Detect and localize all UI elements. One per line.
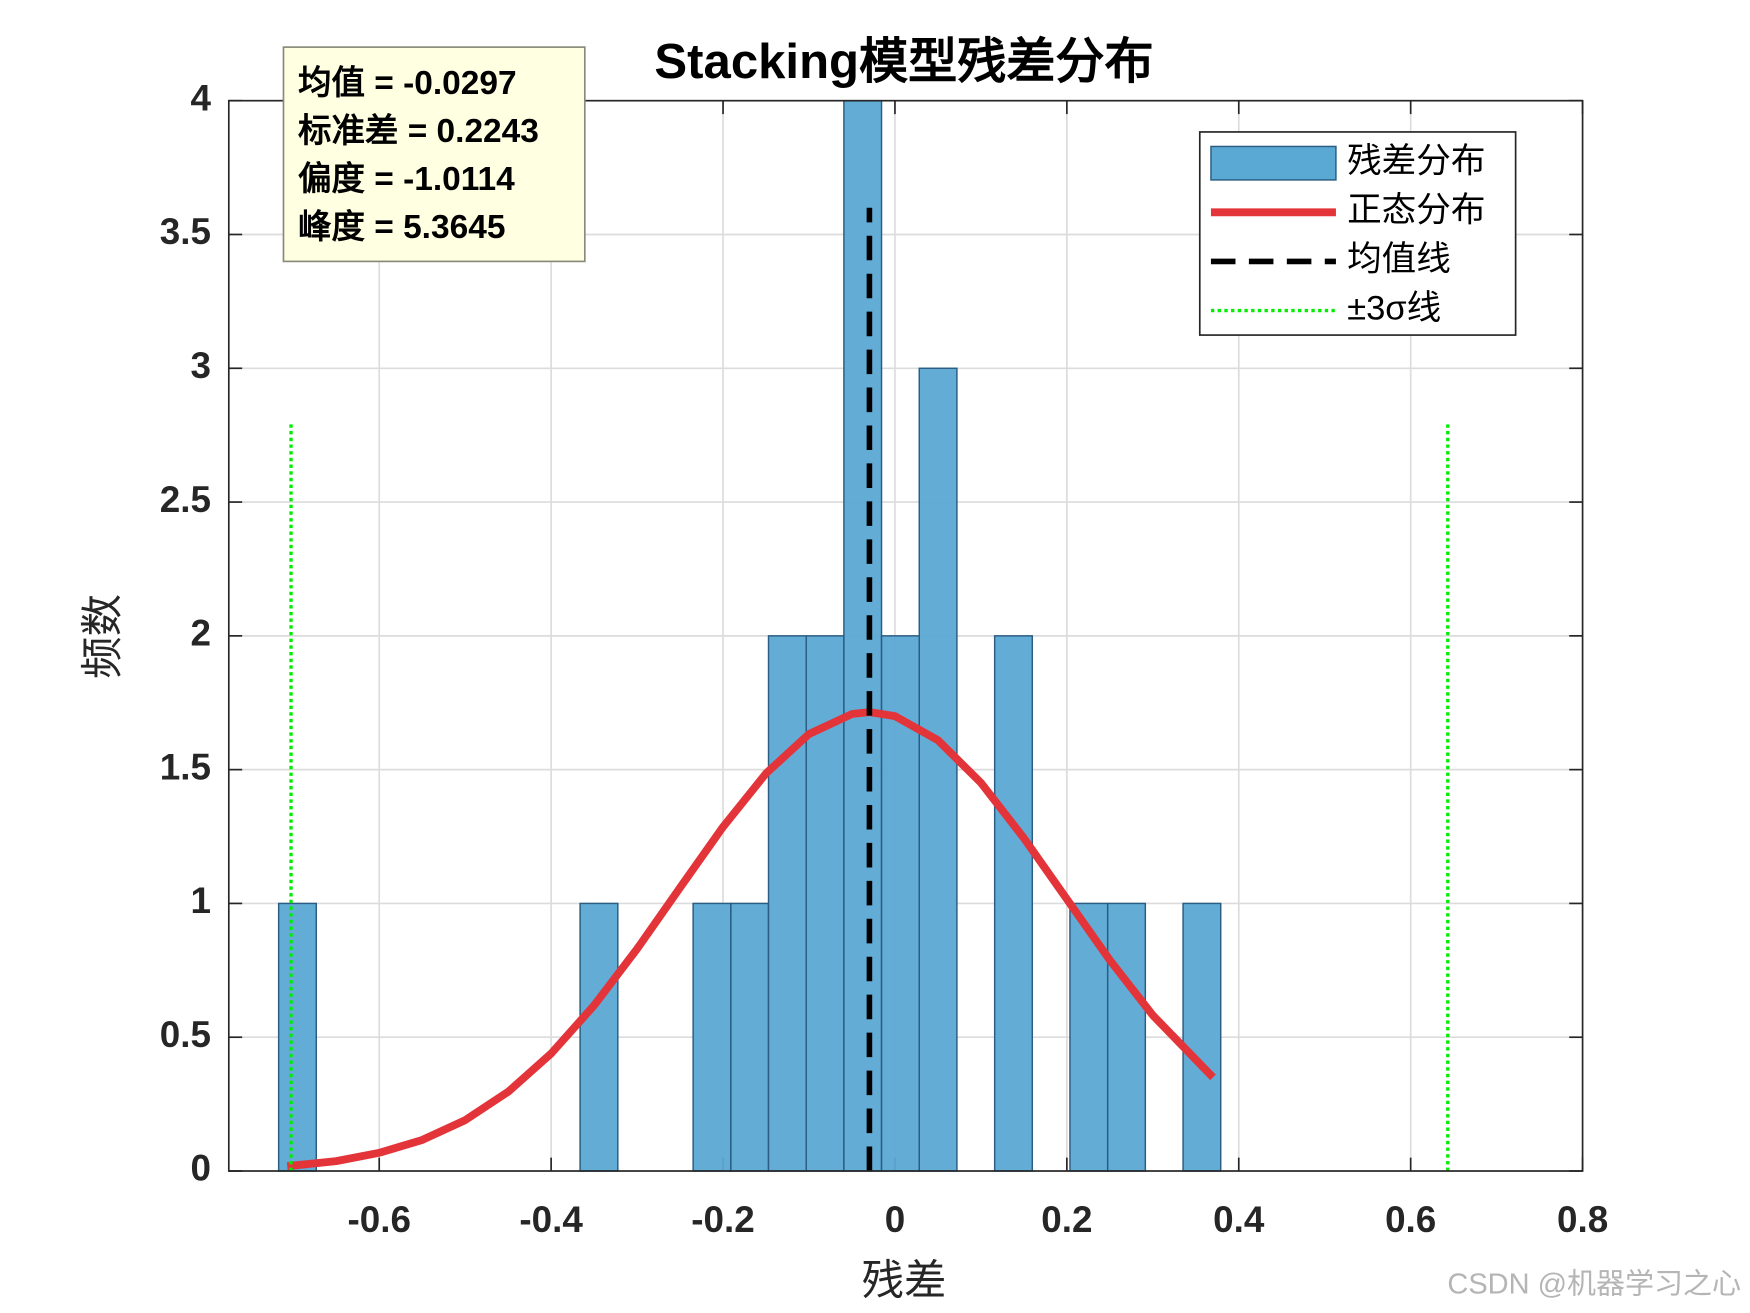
- y-tick-label: 3.5: [160, 211, 211, 252]
- x-tick-label: -0.2: [691, 1199, 754, 1240]
- y-tick-label: 0: [190, 1148, 210, 1189]
- stats-line: 峰度 = 5.3645: [298, 209, 505, 246]
- watermark: CSDN @机器学习之心: [1447, 1268, 1741, 1301]
- line-dotted: [289, 421, 1450, 1172]
- histogram-bar: [730, 902, 770, 1172]
- y-tick-label: 1.5: [160, 746, 211, 787]
- x-axis-label: 残差: [862, 1257, 947, 1304]
- legend-label: 残差分布: [1347, 142, 1485, 180]
- y-tick-label: 4: [190, 77, 211, 118]
- y-axis-label: 频数: [79, 594, 126, 679]
- x-tick-label: 0: [885, 1199, 905, 1240]
- histogram-bar: [579, 902, 619, 1172]
- legend-label: ±3σ线: [1347, 290, 1441, 328]
- histogram-bar: [767, 635, 807, 1172]
- x-tick-label: -0.4: [519, 1199, 583, 1240]
- histogram-bar: [1106, 902, 1147, 1172]
- x-tick-label: 0.2: [1041, 1199, 1092, 1240]
- legend-label: 均值线: [1347, 241, 1451, 279]
- x-tick-label: 0.8: [1557, 1199, 1608, 1240]
- histogram-bar: [692, 902, 732, 1172]
- histogram-bar: [993, 635, 1034, 1172]
- x-tick-label: -0.6: [347, 1199, 410, 1240]
- x-tick-label: 0.4: [1213, 1199, 1265, 1240]
- histogram-bar: [918, 367, 958, 1172]
- stats-line: 偏度 = -1.0114: [298, 161, 515, 198]
- stats-line: 均值 = -0.0297: [298, 65, 517, 102]
- x-tick-label: 0.6: [1385, 1199, 1436, 1240]
- line-solid: [286, 708, 1216, 1171]
- y-tick-label: 2: [190, 613, 210, 654]
- stats-box: [282, 46, 586, 263]
- histogram-bar: [277, 902, 318, 1172]
- chart-title: Stacking模型残差分布: [654, 35, 1153, 89]
- histogram-bar: [1182, 902, 1222, 1172]
- stats-line: 标准差 = 0.2243: [298, 113, 539, 150]
- y-tick-label: 0.5: [160, 1014, 211, 1055]
- legend-label: 正态分布: [1347, 191, 1485, 229]
- histogram-bar: [843, 99, 883, 1172]
- axes-frame: [227, 99, 1584, 1172]
- y-tick-label: 1: [190, 880, 210, 921]
- y-tick-label: 3: [190, 345, 210, 386]
- y-tick-label: 2.5: [160, 479, 211, 520]
- legend-swatch: [1210, 145, 1337, 181]
